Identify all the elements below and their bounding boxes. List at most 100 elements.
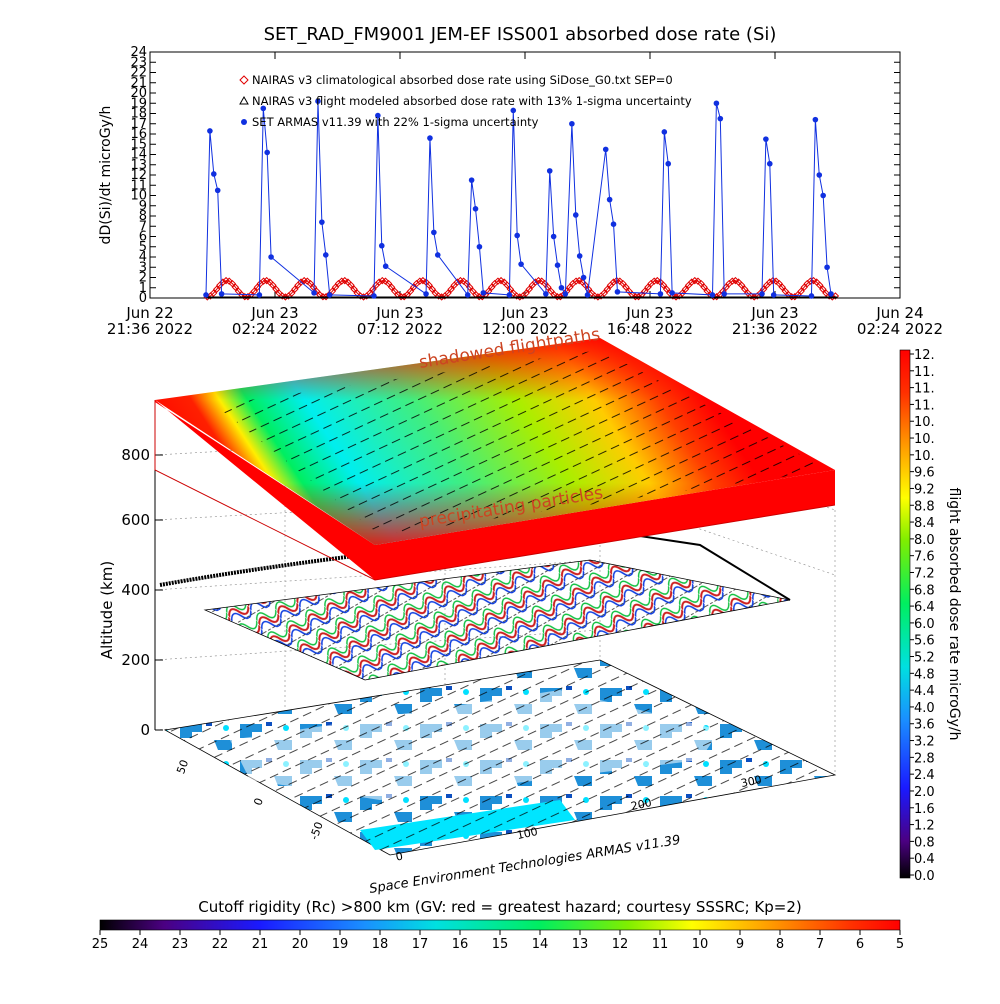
series-nairas-climatological-point [766,278,774,286]
series-armas-point [514,232,520,239]
series-nairas-climatological-point [228,279,236,288]
longitude-tick-label: 0 [394,849,404,863]
longitude-tick-label: 200 [630,796,653,813]
colorbar-tick-label: 11. [914,365,935,380]
rigidity-colorbar-ticks: 25 24 23 22 21 20 19 18 17 16 15 14 13 12 11 10 9 8 7 6 5 [92,930,904,952]
x-tick-time: 16:48 2022 [607,320,693,338]
series-armas-point [569,120,575,127]
series-nairas-climatological-point [428,285,436,293]
x-tick-time: 02:24 2022 [857,320,943,338]
colorbar-tick-label: 18 [372,937,389,952]
series-nairas-climatological-point [572,277,580,285]
series-nairas-climatological-point [209,289,218,297]
y-tick-label: 0 [139,291,147,306]
y-tick-label: 22 [130,66,147,81]
colorbar-tick-label: 1.2 [914,819,935,834]
colorbar-tick-label: 12 [612,937,629,952]
series-armas-point [550,233,557,240]
chart-title: SET_RAD_FM9001 JEM-EF ISS001 absorbed do… [264,24,777,45]
series-nairas-climatological-point [453,278,461,286]
series-armas-point [576,253,583,259]
series-armas-point [371,293,377,299]
series-nairas-climatological-point [687,278,696,286]
y-tick-label: 2 [139,271,147,286]
series-nairas-climatological-point [291,285,299,293]
z-tick-label: 600 [121,511,150,529]
longitude-tick-label: 300 [740,773,763,790]
series-nairas-climatological-point [806,277,815,285]
series-armas-point [423,291,429,297]
series-armas-point [546,168,553,174]
series-armas-point [434,252,441,258]
rigidity-colorbar: Cutoff rigidity (Rc) >800 km (GV: red = … [92,898,904,952]
colorbar-tick-label: 11 [652,937,669,952]
colorbar-tick-label: 0.0 [914,869,935,884]
colorbar-tick-label: 5 [896,937,904,952]
colorbar-tick-label: 3.2 [914,735,935,750]
series-armas-point [580,274,587,281]
series-nairas-climatological-point [819,285,827,293]
series-nairas-climatological-point [484,287,493,296]
y-tick-label: 14 [130,148,147,163]
series-nairas-climatological-point [437,293,446,301]
series-nairas-climatological-point [522,289,530,297]
y-tick-label: 19 [130,96,147,111]
series-nairas-climatological-point [609,278,618,286]
series-nairas-climatological-point [697,279,705,288]
x-tick-date: Jun 23 [500,304,548,322]
series-armas-point [472,206,479,212]
series-nairas-climatological-point [622,283,630,291]
colorbar-tick-label: 10. [914,432,935,447]
x-tick-time: 21:36 2022 [107,320,193,338]
dose-rate-colorbar-ticks: 12.11.11.11.10.10.10.9.69.28.88.48.07.67… [910,348,935,884]
series-armas-point [203,292,209,298]
y-tick-label: 24 [130,45,147,60]
y-tick-label: 21 [130,76,147,91]
series-nairas-climatological-point [447,285,455,293]
series-nairas-climatological-point [241,293,249,301]
series-armas-point [717,115,724,122]
colorbar-tick-label: 20 [292,937,309,952]
series-nairas-climatological-point [556,293,565,301]
colorbar-tick-label: 8.0 [914,533,935,548]
series-nairas-climatological-point [619,279,627,288]
series-armas-point [770,292,777,298]
series-armas-point [468,177,475,183]
series-armas-point [211,171,217,177]
series-armas-point [614,289,621,295]
series-nairas-climatological-point [369,285,377,293]
series-armas-point [558,284,565,291]
series-nairas-climatological-point [381,277,390,285]
legend-label: NAIRAS v3 climatological absorbed dose r… [252,73,673,87]
series-armas-point [322,252,329,258]
colorbar-tick-label: 25 [92,937,109,952]
series-nairas-climatological-point [594,293,602,301]
series-armas-point [602,146,609,153]
z-axis-label: Altitude (km) [98,561,116,659]
shelf-track-overlay [215,350,830,535]
series-nairas-climatological-point [506,285,515,293]
series-nairas-climatological-point [478,293,486,301]
series-nairas-climatological-point [384,279,393,288]
series-nairas-climatological-point [306,279,315,288]
colorbar-tick-label: 6.0 [914,617,935,632]
colorbar-tick-label: 11. [914,398,935,413]
x-tick-date: Jun 22 [125,304,173,322]
series-nairas-climatological-point [459,277,468,285]
x-tick-date: Jun 23 [375,304,423,322]
colorbar-tick-label: 16 [452,937,469,952]
y-tick-label: 9 [139,199,147,214]
series-armas-point [506,292,513,298]
colorbar-tick-label: 13 [572,937,589,952]
series-armas-point [207,128,213,134]
series-armas-point [214,187,221,194]
series-armas-point [256,292,263,298]
y-tick-label: 8 [139,209,147,224]
legend-marker-triangle [239,95,249,105]
dose-rate-colorbar-label: flight absorbed dose rate microGy/h [946,488,962,741]
series-nairas-climatological-point [397,293,405,301]
